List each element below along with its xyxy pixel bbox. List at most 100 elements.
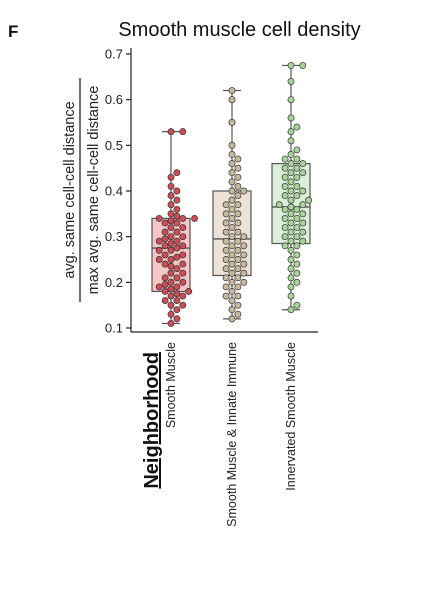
data-point (222, 256, 230, 263)
data-point (173, 212, 181, 220)
chart-title: Smooth muscle cell density (118, 19, 361, 41)
data-point (161, 260, 169, 268)
data-point (155, 214, 163, 222)
data-point (287, 151, 295, 158)
y-axis-label-denominator: max avg. same cell-cell distance (86, 86, 102, 295)
data-point (234, 182, 242, 190)
data-point (287, 210, 295, 218)
data-point (179, 278, 187, 286)
data-point (228, 141, 236, 149)
data-point (191, 214, 199, 222)
data-point (287, 237, 295, 245)
data-point (234, 155, 242, 163)
data-point (173, 219, 181, 227)
data-point (173, 297, 181, 305)
data-point (228, 242, 236, 250)
data-point (167, 246, 175, 254)
data-point (234, 192, 242, 200)
y-tick-label: 0.4 (105, 184, 123, 199)
data-point (161, 274, 169, 282)
data-point (228, 87, 236, 94)
data-point (173, 205, 181, 213)
data-point (281, 205, 289, 213)
data-point (155, 256, 163, 263)
group-title: Neighborhood (141, 352, 163, 489)
data-point (299, 237, 307, 245)
data-point (155, 283, 163, 291)
data-point (293, 260, 301, 268)
data-point (293, 123, 301, 131)
data-point (240, 269, 248, 277)
data-point (287, 96, 295, 104)
category-label: Smooth Muscle (164, 342, 178, 428)
data-point (167, 128, 175, 136)
data-point (299, 228, 307, 236)
data-point (234, 201, 242, 209)
data-point (299, 61, 307, 69)
data-point (281, 182, 289, 190)
data-point (179, 224, 187, 231)
data-point (179, 242, 187, 250)
data-point (287, 228, 295, 236)
y-tick-label: 0.3 (105, 229, 123, 244)
category-label: Innervated Smooth Muscle (284, 342, 298, 491)
data-point (287, 203, 295, 211)
data-point (234, 292, 242, 300)
data-point (293, 301, 301, 309)
data-point (185, 288, 193, 295)
data-point (287, 77, 295, 85)
data-point (167, 310, 175, 318)
data-point (161, 288, 169, 295)
data-point (287, 292, 295, 300)
data-point (234, 310, 242, 318)
data-point (173, 274, 181, 282)
data-point (240, 233, 248, 241)
data-point (161, 219, 169, 227)
data-point (167, 319, 175, 327)
data-point (228, 196, 236, 204)
data-point (222, 210, 230, 218)
data-point (293, 192, 301, 200)
data-point (228, 160, 236, 168)
data-point (287, 128, 295, 136)
data-point (234, 265, 242, 273)
data-point (167, 224, 175, 231)
data-point (234, 237, 242, 245)
data-point (234, 164, 242, 172)
data-point (228, 260, 236, 268)
data-point (299, 210, 307, 218)
data-point (281, 173, 289, 181)
data-point (167, 292, 175, 300)
data-point (305, 196, 313, 204)
data-point (179, 301, 187, 309)
data-point (222, 292, 230, 300)
data-point (287, 187, 295, 195)
data-point (228, 251, 236, 259)
data-point (228, 269, 236, 277)
data-point (228, 178, 236, 186)
data-point (228, 151, 236, 158)
data-point (234, 256, 242, 263)
data-point (155, 246, 163, 254)
data-point (222, 228, 230, 236)
data-point (299, 187, 307, 195)
data-point (167, 182, 175, 190)
y-axis: 0.1 0.2 0.3 0.4 0.5 0.6 0.7 (105, 47, 318, 336)
data-point (293, 242, 301, 250)
data-point (287, 274, 295, 282)
data-point (281, 242, 289, 250)
data-point (287, 256, 295, 263)
data-point (287, 246, 295, 254)
data-point (155, 237, 163, 245)
data-point (173, 228, 181, 236)
data-point (161, 228, 169, 236)
data-point (167, 201, 175, 209)
data-point (228, 205, 236, 213)
y-tick-label: 0.2 (105, 275, 123, 290)
data-point (275, 201, 283, 209)
data-point (173, 187, 181, 195)
data-point (167, 285, 175, 293)
data-point (240, 242, 248, 250)
panel-letter: F (8, 22, 19, 41)
